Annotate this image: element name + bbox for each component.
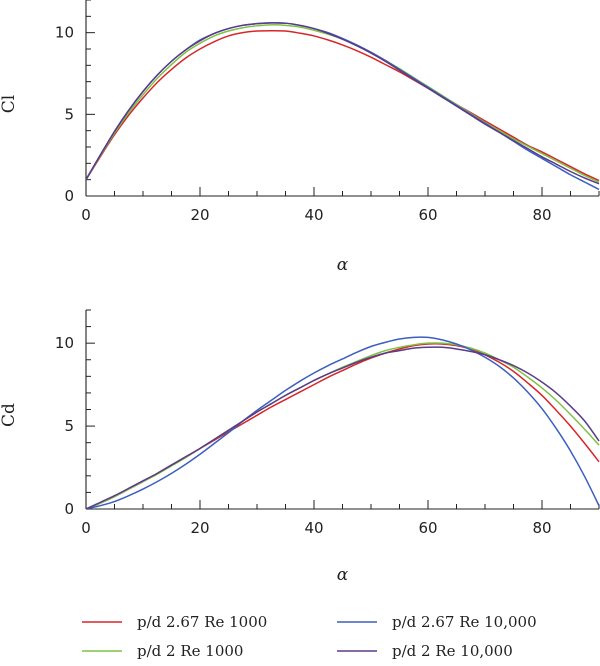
x-tick-label: 80	[532, 206, 551, 224]
x-tick-label: 0	[81, 519, 91, 537]
x-axis-label: α	[337, 565, 349, 585]
series-line-p-d-2-67-re-10-000	[86, 336, 600, 509]
series-line-p-d-2-re-10-000	[86, 22, 600, 185]
y-tick-label: 10	[55, 24, 74, 42]
legend-label: p/d 2.67 Re 10,000	[392, 613, 537, 631]
y-axis-label: Cd	[0, 403, 19, 427]
series-line-p-d-2-re-1000	[86, 24, 600, 183]
x-tick-label: 60	[418, 206, 437, 224]
y-axis-label: Cl	[0, 95, 19, 113]
x-tick-label: 0	[81, 206, 91, 224]
series-line-p-d-2-67-re-1000	[86, 29, 600, 182]
legend-label: p/d 2 Re 1000	[137, 642, 243, 660]
chart-cl: 0 5 10 0 20 40 60 80 Cl α	[0, 0, 600, 275]
y-tick-label: 5	[64, 417, 74, 435]
legend-label: p/d 2.67 Re 1000	[137, 613, 267, 631]
y-tick-label: 0	[64, 500, 74, 518]
x-axis-label: α	[337, 255, 349, 275]
series-line-p-d-2-67-re-10-000	[86, 22, 600, 191]
x-tick-label: 20	[190, 206, 209, 224]
legend-label: p/d 2 Re 10,000	[392, 642, 513, 660]
y-tick-label: 10	[55, 334, 74, 352]
y-tick-label: 0	[64, 187, 74, 205]
series-line-p-d-2-re-10-000	[86, 346, 600, 509]
x-tick-label: 40	[304, 206, 323, 224]
x-tick-label: 20	[190, 519, 209, 537]
chart-cd: 0 5 10 0 20 40 60 80 Cd α	[0, 309, 600, 585]
legend: p/d 2.67 Re 1000 p/d 2.67 Re 10,000 p/d 2 …	[82, 613, 537, 660]
x-tick-label: 60	[418, 519, 437, 537]
y-tick-label: 5	[64, 105, 74, 123]
x-tick-label: 80	[532, 519, 551, 537]
x-tick-label: 40	[304, 519, 323, 537]
